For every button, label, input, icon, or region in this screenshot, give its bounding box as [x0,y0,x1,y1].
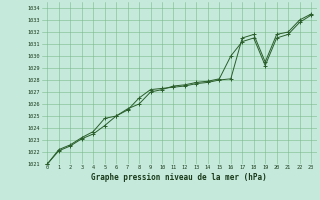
X-axis label: Graphe pression niveau de la mer (hPa): Graphe pression niveau de la mer (hPa) [91,173,267,182]
